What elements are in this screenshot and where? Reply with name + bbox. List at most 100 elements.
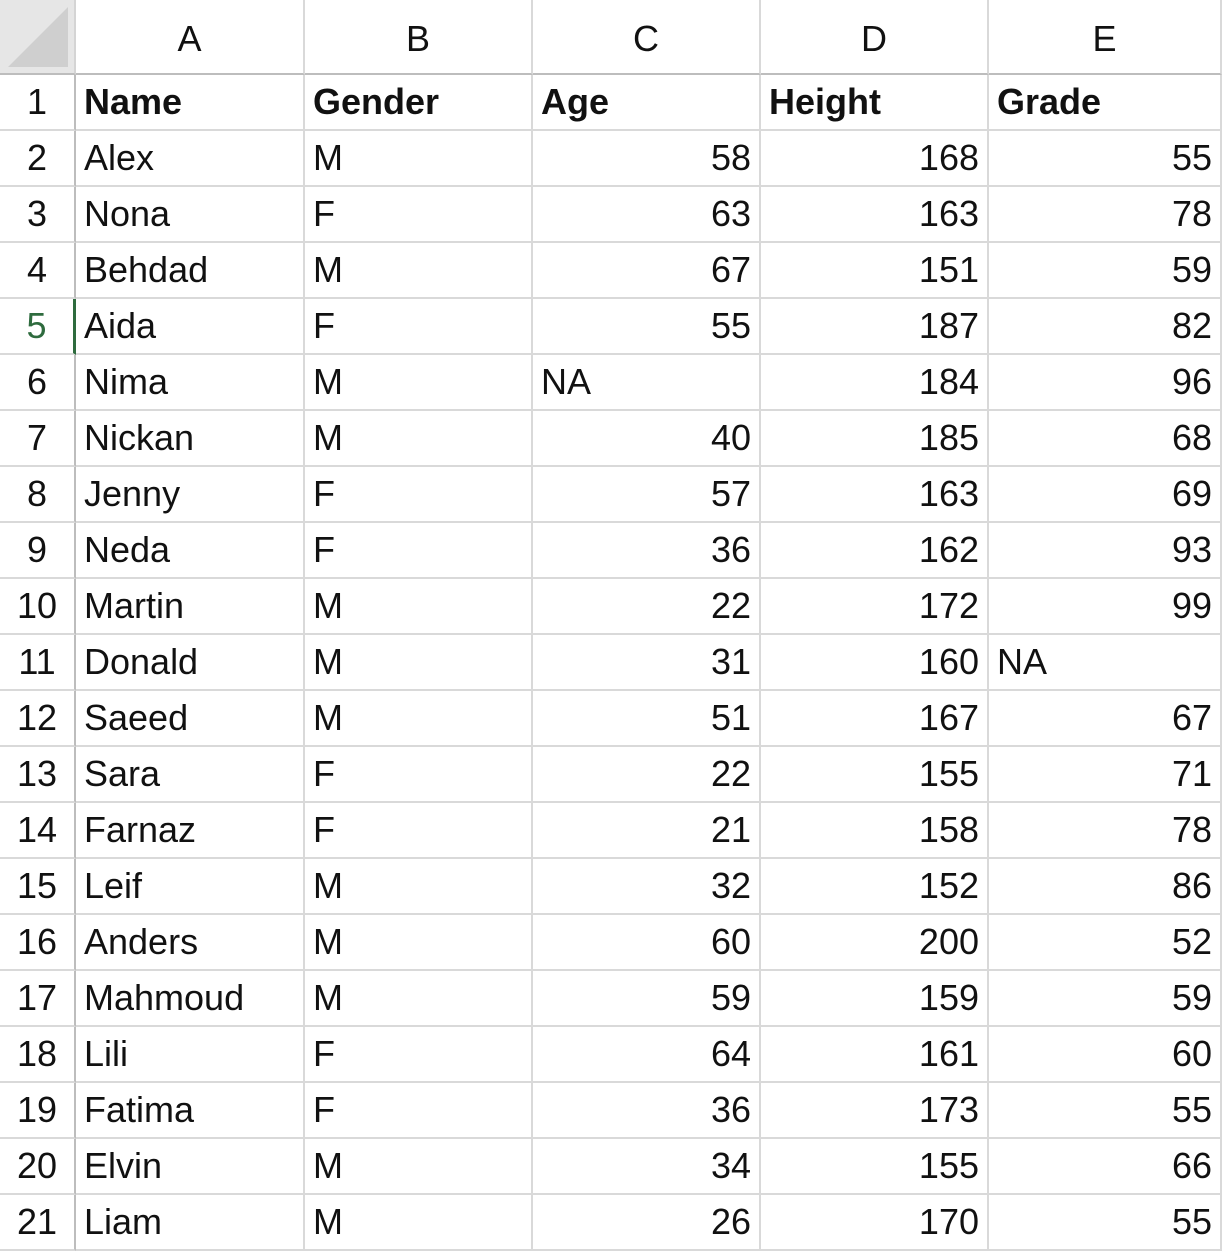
row-header-16[interactable]: 16 [0, 915, 76, 971]
cell-a8[interactable]: Jenny [76, 467, 305, 523]
cell-e3[interactable]: 78 [989, 187, 1222, 243]
cell-b15[interactable]: M [305, 859, 533, 915]
row-header-21[interactable]: 21 [0, 1195, 76, 1251]
cell-b16[interactable]: M [305, 915, 533, 971]
cell-d4[interactable]: 151 [761, 243, 989, 299]
cell-b10[interactable]: M [305, 579, 533, 635]
row-header-7[interactable]: 7 [0, 411, 76, 467]
cell-b5[interactable]: F [305, 299, 533, 355]
cell-b4[interactable]: M [305, 243, 533, 299]
cell-a16[interactable]: Anders [76, 915, 305, 971]
cell-a2[interactable]: Alex [76, 131, 305, 187]
cell-a12[interactable]: Saeed [76, 691, 305, 747]
cell-c7[interactable]: 40 [533, 411, 761, 467]
cell-a19[interactable]: Fatima [76, 1083, 305, 1139]
row-header-8[interactable]: 8 [0, 467, 76, 523]
cell-d13[interactable]: 155 [761, 747, 989, 803]
row-header-10[interactable]: 10 [0, 579, 76, 635]
cell-a10[interactable]: Martin [76, 579, 305, 635]
cell-b7[interactable]: M [305, 411, 533, 467]
cell-b13[interactable]: F [305, 747, 533, 803]
row-header-13[interactable]: 13 [0, 747, 76, 803]
cell-e8[interactable]: 69 [989, 467, 1222, 523]
cell-a17[interactable]: Mahmoud [76, 971, 305, 1027]
column-header-e[interactable]: E [989, 0, 1222, 75]
row-header-2[interactable]: 2 [0, 131, 76, 187]
cell-b3[interactable]: F [305, 187, 533, 243]
cell-c19[interactable]: 36 [533, 1083, 761, 1139]
cell-e13[interactable]: 71 [989, 747, 1222, 803]
cell-e6[interactable]: 96 [989, 355, 1222, 411]
cell-e10[interactable]: 99 [989, 579, 1222, 635]
cell-c10[interactable]: 22 [533, 579, 761, 635]
cell-c14[interactable]: 21 [533, 803, 761, 859]
row-header-12[interactable]: 12 [0, 691, 76, 747]
cell-c15[interactable]: 32 [533, 859, 761, 915]
cell-e12[interactable]: 67 [989, 691, 1222, 747]
cell-a18[interactable]: Lili [76, 1027, 305, 1083]
cell-a7[interactable]: Nickan [76, 411, 305, 467]
cell-d19[interactable]: 173 [761, 1083, 989, 1139]
cell-c8[interactable]: 57 [533, 467, 761, 523]
cell-d6[interactable]: 184 [761, 355, 989, 411]
row-header-14[interactable]: 14 [0, 803, 76, 859]
row-header-11[interactable]: 11 [0, 635, 76, 691]
cell-c6[interactable]: NA [533, 355, 761, 411]
cell-a1[interactable]: Name [76, 75, 305, 131]
cell-a20[interactable]: Elvin [76, 1139, 305, 1195]
cell-b19[interactable]: F [305, 1083, 533, 1139]
row-header-5[interactable]: 5 [0, 299, 76, 355]
cell-c20[interactable]: 34 [533, 1139, 761, 1195]
row-header-20[interactable]: 20 [0, 1139, 76, 1195]
cell-d9[interactable]: 162 [761, 523, 989, 579]
cell-e20[interactable]: 66 [989, 1139, 1222, 1195]
column-header-b[interactable]: B [305, 0, 533, 75]
cell-b21[interactable]: M [305, 1195, 533, 1251]
column-header-d[interactable]: D [761, 0, 989, 75]
cell-d1[interactable]: Height [761, 75, 989, 131]
cell-a14[interactable]: Farnaz [76, 803, 305, 859]
cell-d11[interactable]: 160 [761, 635, 989, 691]
row-header-6[interactable]: 6 [0, 355, 76, 411]
cell-b6[interactable]: M [305, 355, 533, 411]
select-all-corner[interactable] [0, 0, 76, 75]
cell-c12[interactable]: 51 [533, 691, 761, 747]
row-header-4[interactable]: 4 [0, 243, 76, 299]
cell-b20[interactable]: M [305, 1139, 533, 1195]
cell-d12[interactable]: 167 [761, 691, 989, 747]
cell-d14[interactable]: 158 [761, 803, 989, 859]
cell-c9[interactable]: 36 [533, 523, 761, 579]
cell-e1[interactable]: Grade [989, 75, 1222, 131]
cell-a21[interactable]: Liam [76, 1195, 305, 1251]
row-header-9[interactable]: 9 [0, 523, 76, 579]
cell-a15[interactable]: Leif [76, 859, 305, 915]
cell-c1[interactable]: Age [533, 75, 761, 131]
cell-c5[interactable]: 55 [533, 299, 761, 355]
cell-b14[interactable]: F [305, 803, 533, 859]
cell-a4[interactable]: Behdad [76, 243, 305, 299]
cell-c21[interactable]: 26 [533, 1195, 761, 1251]
cell-b8[interactable]: F [305, 467, 533, 523]
cell-d3[interactable]: 163 [761, 187, 989, 243]
row-header-18[interactable]: 18 [0, 1027, 76, 1083]
cell-d21[interactable]: 170 [761, 1195, 989, 1251]
cell-d2[interactable]: 168 [761, 131, 989, 187]
cell-e18[interactable]: 60 [989, 1027, 1222, 1083]
cell-d8[interactable]: 163 [761, 467, 989, 523]
cell-e2[interactable]: 55 [989, 131, 1222, 187]
cell-b9[interactable]: F [305, 523, 533, 579]
cell-c2[interactable]: 58 [533, 131, 761, 187]
row-header-1[interactable]: 1 [0, 75, 76, 131]
row-header-3[interactable]: 3 [0, 187, 76, 243]
cell-b1[interactable]: Gender [305, 75, 533, 131]
column-header-c[interactable]: C [533, 0, 761, 75]
cell-c18[interactable]: 64 [533, 1027, 761, 1083]
cell-d20[interactable]: 155 [761, 1139, 989, 1195]
cell-a6[interactable]: Nima [76, 355, 305, 411]
cell-d18[interactable]: 161 [761, 1027, 989, 1083]
cell-b18[interactable]: F [305, 1027, 533, 1083]
cell-e15[interactable]: 86 [989, 859, 1222, 915]
cell-d10[interactable]: 172 [761, 579, 989, 635]
row-header-17[interactable]: 17 [0, 971, 76, 1027]
column-header-a[interactable]: A [76, 0, 305, 75]
